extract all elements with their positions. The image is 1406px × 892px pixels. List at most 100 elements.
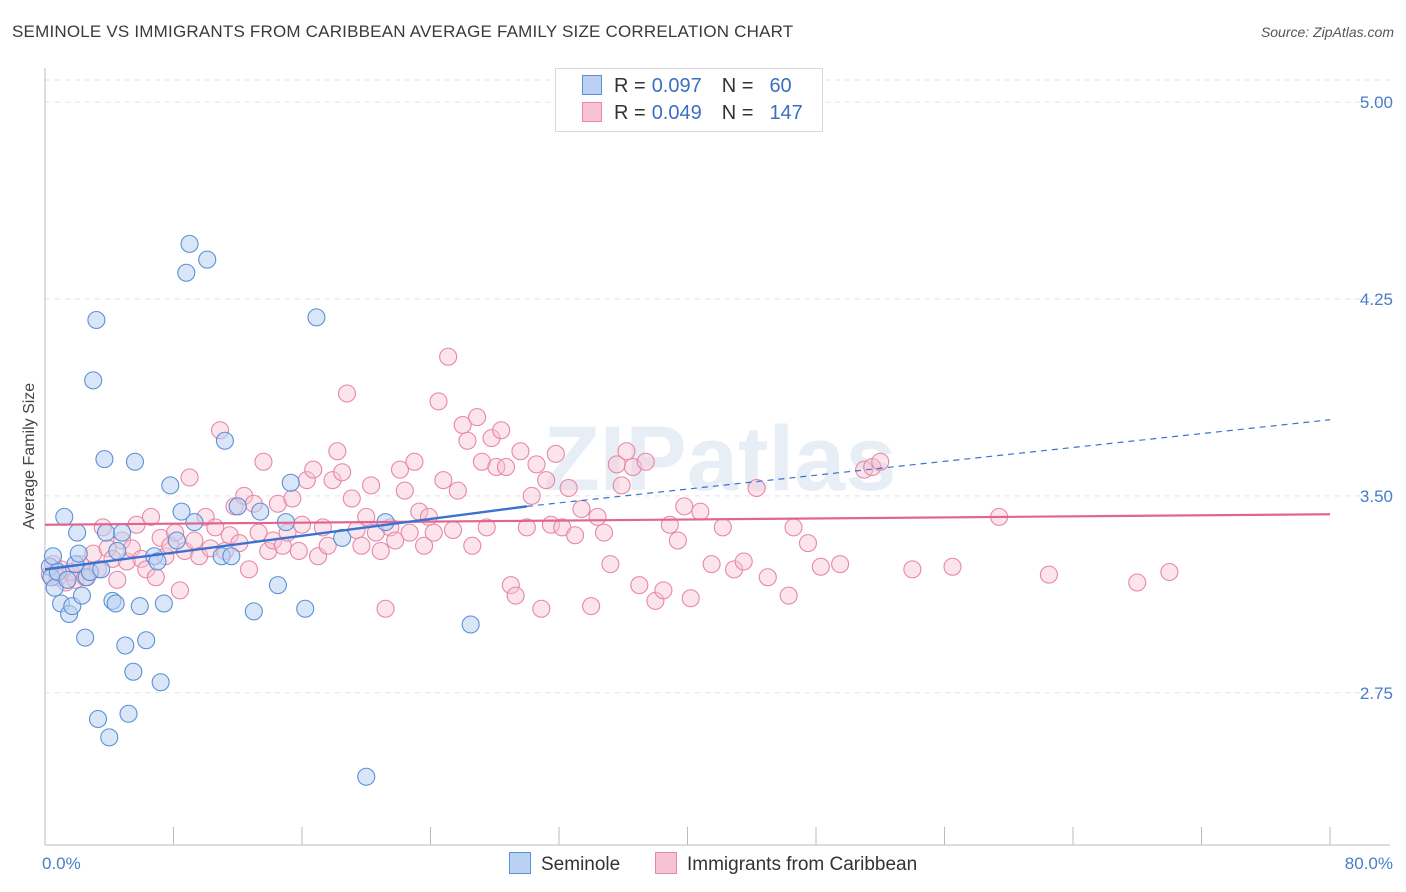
data-point-seminole <box>76 628 95 647</box>
x-tick-labels: 0.0% 80.0% <box>42 854 1393 873</box>
legend-label: Seminole <box>541 854 621 875</box>
data-point-caribbean <box>617 442 636 461</box>
data-point-seminole <box>130 597 149 616</box>
data-point-seminole <box>69 544 88 563</box>
data-point-seminole <box>84 371 103 390</box>
data-point-seminole <box>87 310 106 330</box>
stats-legend: R = 0.097 N = 60 R = 0.049 N = 147 <box>555 68 823 132</box>
x-tick-label: 0.0% <box>42 854 81 873</box>
data-point-caribbean <box>511 442 530 461</box>
r-label: R = <box>614 102 646 124</box>
data-point-seminole <box>137 631 156 650</box>
y-axis-title: Average Family Size <box>21 383 38 530</box>
data-point-caribbean <box>601 555 620 574</box>
n-label: N = <box>721 75 754 97</box>
data-point-caribbean <box>371 541 390 561</box>
data-point-caribbean <box>259 541 278 561</box>
data-point-caribbean <box>681 589 700 608</box>
data-point-caribbean <box>501 576 520 595</box>
data-point-seminole <box>228 497 247 516</box>
data-point-seminole <box>357 767 376 786</box>
data-point-caribbean <box>477 518 496 537</box>
data-point-seminole <box>113 523 132 542</box>
data-point-caribbean <box>108 570 127 589</box>
data-point-caribbean <box>668 531 687 550</box>
data-point-caribbean <box>424 523 443 542</box>
data-point-seminole <box>172 502 191 521</box>
data-point-seminole <box>154 594 173 613</box>
data-point-caribbean <box>517 518 536 537</box>
data-point-caribbean <box>702 555 721 574</box>
data-point-seminole <box>43 547 63 566</box>
data-point-caribbean <box>734 552 753 571</box>
y-tick-label: 4.25 <box>1360 290 1393 309</box>
data-point-caribbean <box>443 520 463 540</box>
caribbean-legend-swatch-icon <box>655 852 677 874</box>
caribbean-swatch-icon <box>582 102 602 122</box>
data-point-caribbean <box>522 486 541 505</box>
data-point-seminole <box>222 547 241 566</box>
data-point-seminole <box>161 476 180 495</box>
data-point-caribbean <box>582 597 601 616</box>
data-point-caribbean <box>831 555 850 574</box>
data-point-caribbean <box>537 471 556 490</box>
data-point-caribbean <box>496 457 516 477</box>
data-point-caribbean <box>482 429 501 448</box>
data-point-caribbean <box>1128 573 1147 592</box>
data-point-caribbean <box>811 557 830 576</box>
data-point-caribbean <box>304 460 323 479</box>
data-point-seminole <box>185 513 204 532</box>
data-point-caribbean <box>458 431 477 450</box>
data-point-seminole <box>100 728 119 747</box>
data-point-seminole <box>68 523 87 542</box>
data-point-caribbean <box>362 476 381 495</box>
legend-item-caribbean: Immigrants from Caribbean <box>655 852 917 876</box>
data-point-caribbean <box>268 494 287 513</box>
x-tick-label: 80.0% <box>1345 854 1393 873</box>
data-point-caribbean <box>758 568 777 587</box>
data-point-caribbean <box>337 384 357 403</box>
trend-line-caribbean <box>44 513 1331 526</box>
data-point-caribbean <box>546 444 565 463</box>
data-point-caribbean <box>390 460 410 479</box>
legend-item-seminole: Seminole <box>509 852 620 876</box>
n-value: 147 <box>769 102 803 124</box>
data-point-seminole <box>106 594 125 613</box>
data-point-seminole <box>268 576 287 595</box>
data-point-seminole <box>215 431 234 450</box>
data-point-caribbean <box>439 347 458 366</box>
data-point-caribbean <box>675 497 694 516</box>
data-point-seminole <box>108 541 127 561</box>
data-point-caribbean <box>220 526 239 545</box>
watermark: ZIPatlas <box>544 408 897 510</box>
r-value: 0.097 <box>651 75 702 97</box>
data-point-caribbean <box>725 560 744 579</box>
r-value: 0.049 <box>651 102 702 124</box>
trend-line-seminole <box>44 505 528 571</box>
data-point-caribbean <box>492 421 511 440</box>
data-point-caribbean <box>419 507 438 526</box>
stats-legend-row-seminole: R = 0.097 N = 60 <box>582 75 792 99</box>
data-point-caribbean <box>527 455 546 474</box>
data-point-caribbean <box>903 560 922 579</box>
chart-title: SEMINOLE VS IMMIGRANTS FROM CARIBBEAN AV… <box>12 22 794 41</box>
data-point-caribbean <box>342 489 361 508</box>
data-point-caribbean <box>636 452 655 471</box>
data-point-seminole <box>180 234 199 253</box>
data-point-caribbean <box>506 586 525 605</box>
y-tick-label: 5.00 <box>1360 93 1393 112</box>
data-point-caribbean <box>472 452 491 471</box>
data-point-caribbean <box>283 489 302 508</box>
data-point-caribbean <box>405 452 424 471</box>
seminole-legend-swatch-icon <box>509 852 531 874</box>
data-point-seminole <box>461 615 480 634</box>
data-point-caribbean <box>395 481 414 500</box>
data-point-seminole <box>307 308 326 327</box>
trend-line-seminole-extension <box>526 419 1331 507</box>
data-point-seminole <box>119 704 138 723</box>
legend-label: Immigrants from Caribbean <box>687 854 918 875</box>
data-point-caribbean <box>170 581 189 600</box>
data-point-caribbean <box>141 507 161 526</box>
data-point-caribbean <box>798 534 818 553</box>
axes <box>44 68 1390 846</box>
